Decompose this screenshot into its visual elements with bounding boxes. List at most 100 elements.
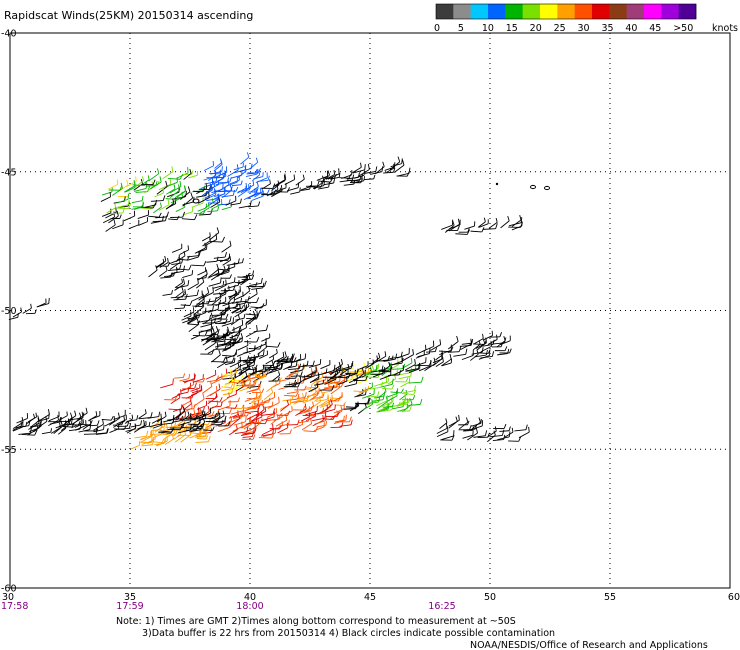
legend-label: 0 [434, 23, 440, 34]
legend-swatch [626, 4, 645, 19]
wind-barb [238, 366, 249, 375]
contamination-circle [544, 185, 550, 191]
wind-barb [352, 364, 355, 369]
wind-barb [135, 180, 144, 188]
wind-barb [172, 408, 182, 412]
wind-barb [208, 269, 219, 278]
wind-barb [161, 438, 165, 443]
wind-barb [36, 303, 49, 308]
wind-barb [290, 369, 303, 374]
wind-barb [446, 423, 448, 429]
wind-barb [246, 361, 249, 367]
wind-barb [21, 417, 24, 423]
wind-barb [146, 430, 149, 437]
wind-barb [207, 298, 211, 304]
wind-barb [130, 444, 140, 450]
wind-barb [305, 392, 307, 398]
wind-barb [158, 212, 162, 218]
wind-barb [291, 394, 294, 400]
wind-barb [79, 424, 82, 430]
wind-barb [214, 171, 227, 178]
wind-barb [260, 413, 274, 416]
wind-barb [183, 211, 193, 216]
wind-barb [373, 174, 376, 179]
wind-barb [237, 344, 249, 351]
wind-barb [234, 309, 246, 318]
wind-barb [231, 381, 243, 384]
wind-barb [302, 398, 315, 404]
wind-barb [208, 436, 211, 442]
wind-barb [222, 280, 225, 286]
wind-barb [338, 380, 347, 385]
wind-barb [147, 175, 150, 180]
wind-barb [116, 210, 119, 217]
wind-barb [119, 214, 122, 219]
wind-barb [172, 378, 174, 385]
wind-barb [174, 422, 177, 427]
wind-barb [191, 170, 194, 175]
wind-barb [321, 390, 332, 394]
wind-barb [108, 417, 120, 426]
wind-barb [268, 397, 271, 402]
wind-barb [204, 185, 216, 195]
wind-barb [487, 349, 491, 354]
wind-barb [259, 354, 268, 359]
wind-barb [390, 391, 402, 394]
wind-barb [409, 406, 412, 412]
wind-barb [418, 365, 432, 372]
wind-barb [148, 215, 160, 218]
wind-barb [245, 372, 257, 378]
y-tick-label: -50 [1, 306, 17, 317]
wind-barb [174, 291, 184, 299]
wind-barb [193, 374, 196, 380]
wind-barb [292, 400, 304, 403]
wind-barb [367, 367, 370, 374]
wind-barb [152, 203, 156, 209]
wind-barb [356, 394, 366, 397]
wind-barb [243, 304, 246, 311]
wind-barb [271, 401, 274, 407]
wind-barb [230, 410, 244, 415]
wind-barb [240, 297, 243, 302]
wind-barb [322, 414, 324, 421]
wind-barb [183, 377, 195, 384]
wind-barb [243, 314, 246, 319]
wind-barb [242, 290, 250, 297]
wind-barb [300, 371, 303, 376]
wind-barb [158, 183, 171, 191]
wind-barb [342, 407, 355, 410]
wind-barb [410, 357, 413, 363]
wind-barb [435, 354, 444, 361]
wind-barb [216, 256, 219, 262]
wind-barb [122, 207, 126, 213]
y-ticks: -40 -45 -50 -55 -60 [1, 29, 17, 595]
wind-barb [189, 429, 193, 436]
wind-barb [331, 384, 335, 391]
wind-barb [256, 310, 258, 317]
wind-barb [259, 418, 263, 423]
wind-barb [257, 407, 259, 414]
wind-barb [514, 429, 527, 432]
wind-barb [162, 258, 165, 263]
wind-barb [467, 420, 470, 425]
wind-barb [227, 169, 239, 177]
wind-barb [436, 427, 448, 434]
wind-barb [295, 178, 305, 186]
wind-barb [470, 340, 473, 346]
wind-barb [298, 363, 302, 369]
wind-barb [160, 276, 171, 279]
wind-barb [400, 381, 411, 388]
wind-barb [386, 167, 395, 173]
wind-barb [182, 373, 186, 378]
legend-swatch [470, 4, 489, 19]
wind-barb [483, 217, 486, 222]
wind-barb [124, 418, 133, 424]
wind-barb [338, 366, 341, 373]
wind-barb [138, 221, 148, 226]
wind-barb [16, 417, 28, 424]
wind-barb [177, 391, 189, 396]
wind-barb [212, 180, 216, 187]
wind-barb [305, 415, 316, 422]
wind-barb [200, 323, 212, 328]
legend-swatch [453, 4, 471, 19]
